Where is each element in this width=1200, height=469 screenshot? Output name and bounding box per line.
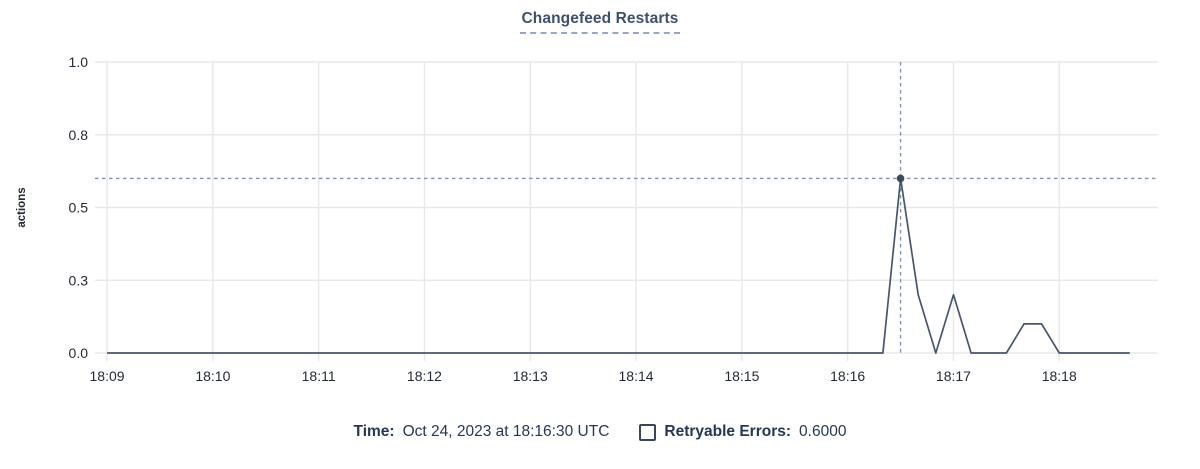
legend-label: Retryable Errors: — [664, 423, 792, 440]
changefeed-restarts-chart[interactable]: 0.0 0.3 0.5 0.8 1.0 18:09 18:10 18:11 18:12 18:13… — [0, 0, 1200, 405]
legend-retryable-errors[interactable]: Retryable Errors: 0.6000 — [639, 423, 846, 441]
legend-checkbox-icon[interactable] — [639, 423, 657, 441]
svg-text:1.0: 1.0 — [69, 54, 89, 70]
svg-text:0.0: 0.0 — [69, 345, 89, 361]
y-axis-tick-labels: 0.0 0.3 0.5 0.8 1.0 — [69, 54, 89, 361]
chart-title[interactable]: Changefeed Restarts — [519, 10, 681, 34]
time-value: Oct 24, 2023 at 18:16:30 UTC — [402, 423, 610, 440]
hover-time-readout: Time: Oct 24, 2023 at 18:16:30 UTC — [354, 423, 610, 441]
svg-text:18:18: 18:18 — [1042, 368, 1077, 384]
svg-text:0.3: 0.3 — [69, 272, 89, 288]
svg-text:18:12: 18:12 — [407, 368, 442, 384]
time-label: Time: — [353, 423, 395, 440]
series-line-retryable-errors — [107, 177, 1130, 354]
svg-text:18:10: 18:10 — [195, 368, 230, 384]
y-axis-title: actions — [16, 187, 28, 227]
gridlines — [95, 61, 1158, 361]
svg-text:18:14: 18:14 — [619, 368, 654, 384]
svg-text:18:13: 18:13 — [513, 368, 548, 384]
svg-text:18:15: 18:15 — [724, 368, 759, 384]
svg-text:18:16: 18:16 — [830, 368, 865, 384]
chart-title-wrap: Changefeed Restarts — [0, 10, 1200, 34]
hover-point-dot — [896, 174, 905, 183]
crosshair-lines — [95, 62, 1158, 353]
svg-text:18:17: 18:17 — [936, 368, 971, 384]
svg-text:0.8: 0.8 — [69, 127, 89, 143]
svg-text:18:09: 18:09 — [90, 368, 125, 384]
legend-hover-value: 0.6000 — [799, 423, 847, 440]
svg-text:18:11: 18:11 — [302, 368, 336, 384]
chart-footer: Time: Oct 24, 2023 at 18:16:30 UTC Retry… — [0, 423, 1200, 441]
x-axis-tick-labels: 18:09 18:10 18:11 18:12 18:13 18:14 18:15 18:16… — [90, 368, 1077, 384]
svg-text:0.5: 0.5 — [69, 200, 89, 216]
